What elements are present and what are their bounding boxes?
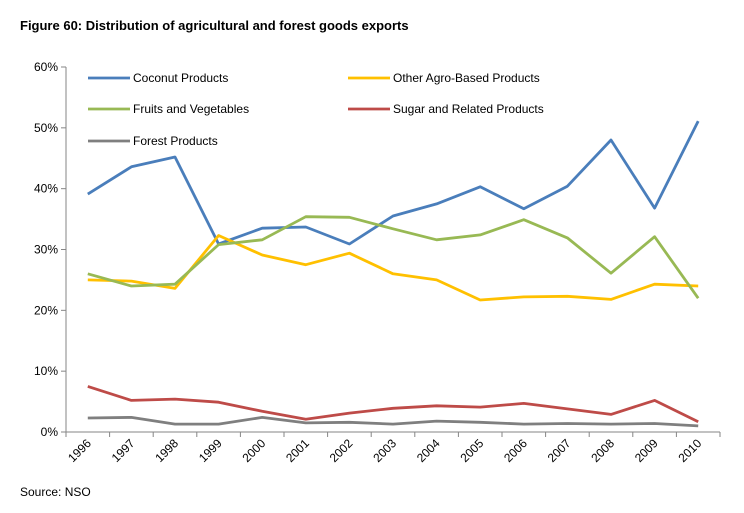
legend-label: Coconut Products [133, 71, 228, 85]
y-tick-label: 0% [41, 425, 59, 439]
legend-label: Sugar and Related Products [393, 102, 544, 116]
x-tick-label: 2000 [240, 436, 269, 465]
series-line-fruits-and-vegetables [87, 215, 700, 300]
y-tick-label: 40% [34, 182, 58, 196]
y-tick-label: 50% [34, 121, 58, 135]
y-tick-label: 20% [34, 303, 58, 317]
x-tick-label: 2010 [676, 436, 705, 465]
series-line-sugar-and-related-products [87, 385, 699, 423]
x-tick-label: 2003 [370, 436, 399, 465]
series-line-other-agro-based-products [87, 234, 699, 302]
x-tick-label: 2007 [545, 436, 574, 465]
legend-label: Forest Products [133, 134, 218, 148]
x-tick-label: 2009 [632, 436, 661, 465]
x-tick-label: 1998 [152, 436, 181, 465]
legend-label: Other Agro-Based Products [393, 71, 540, 85]
x-tick-label: 1996 [65, 436, 94, 465]
chart-source: Source: NSO [20, 485, 91, 499]
x-tick-label: 2004 [414, 436, 443, 465]
x-tick-label: 1997 [109, 436, 138, 465]
x-tick-label: 2008 [588, 436, 617, 465]
y-tick-label: 10% [34, 364, 58, 378]
x-tick-label: 2006 [501, 436, 530, 465]
x-tick-label: 1999 [196, 436, 225, 465]
x-tick-label: 2001 [283, 436, 312, 465]
chart-title: Figure 60: Distribution of agricultural … [20, 18, 409, 33]
y-tick-label: 30% [34, 243, 58, 257]
x-tick-label: 2005 [458, 436, 487, 465]
y-tick-label: 60% [34, 60, 58, 74]
series-line-forest-products [87, 415, 699, 428]
x-tick-label: 2002 [327, 436, 356, 465]
legend-label: Fruits and Vegetables [133, 102, 249, 116]
